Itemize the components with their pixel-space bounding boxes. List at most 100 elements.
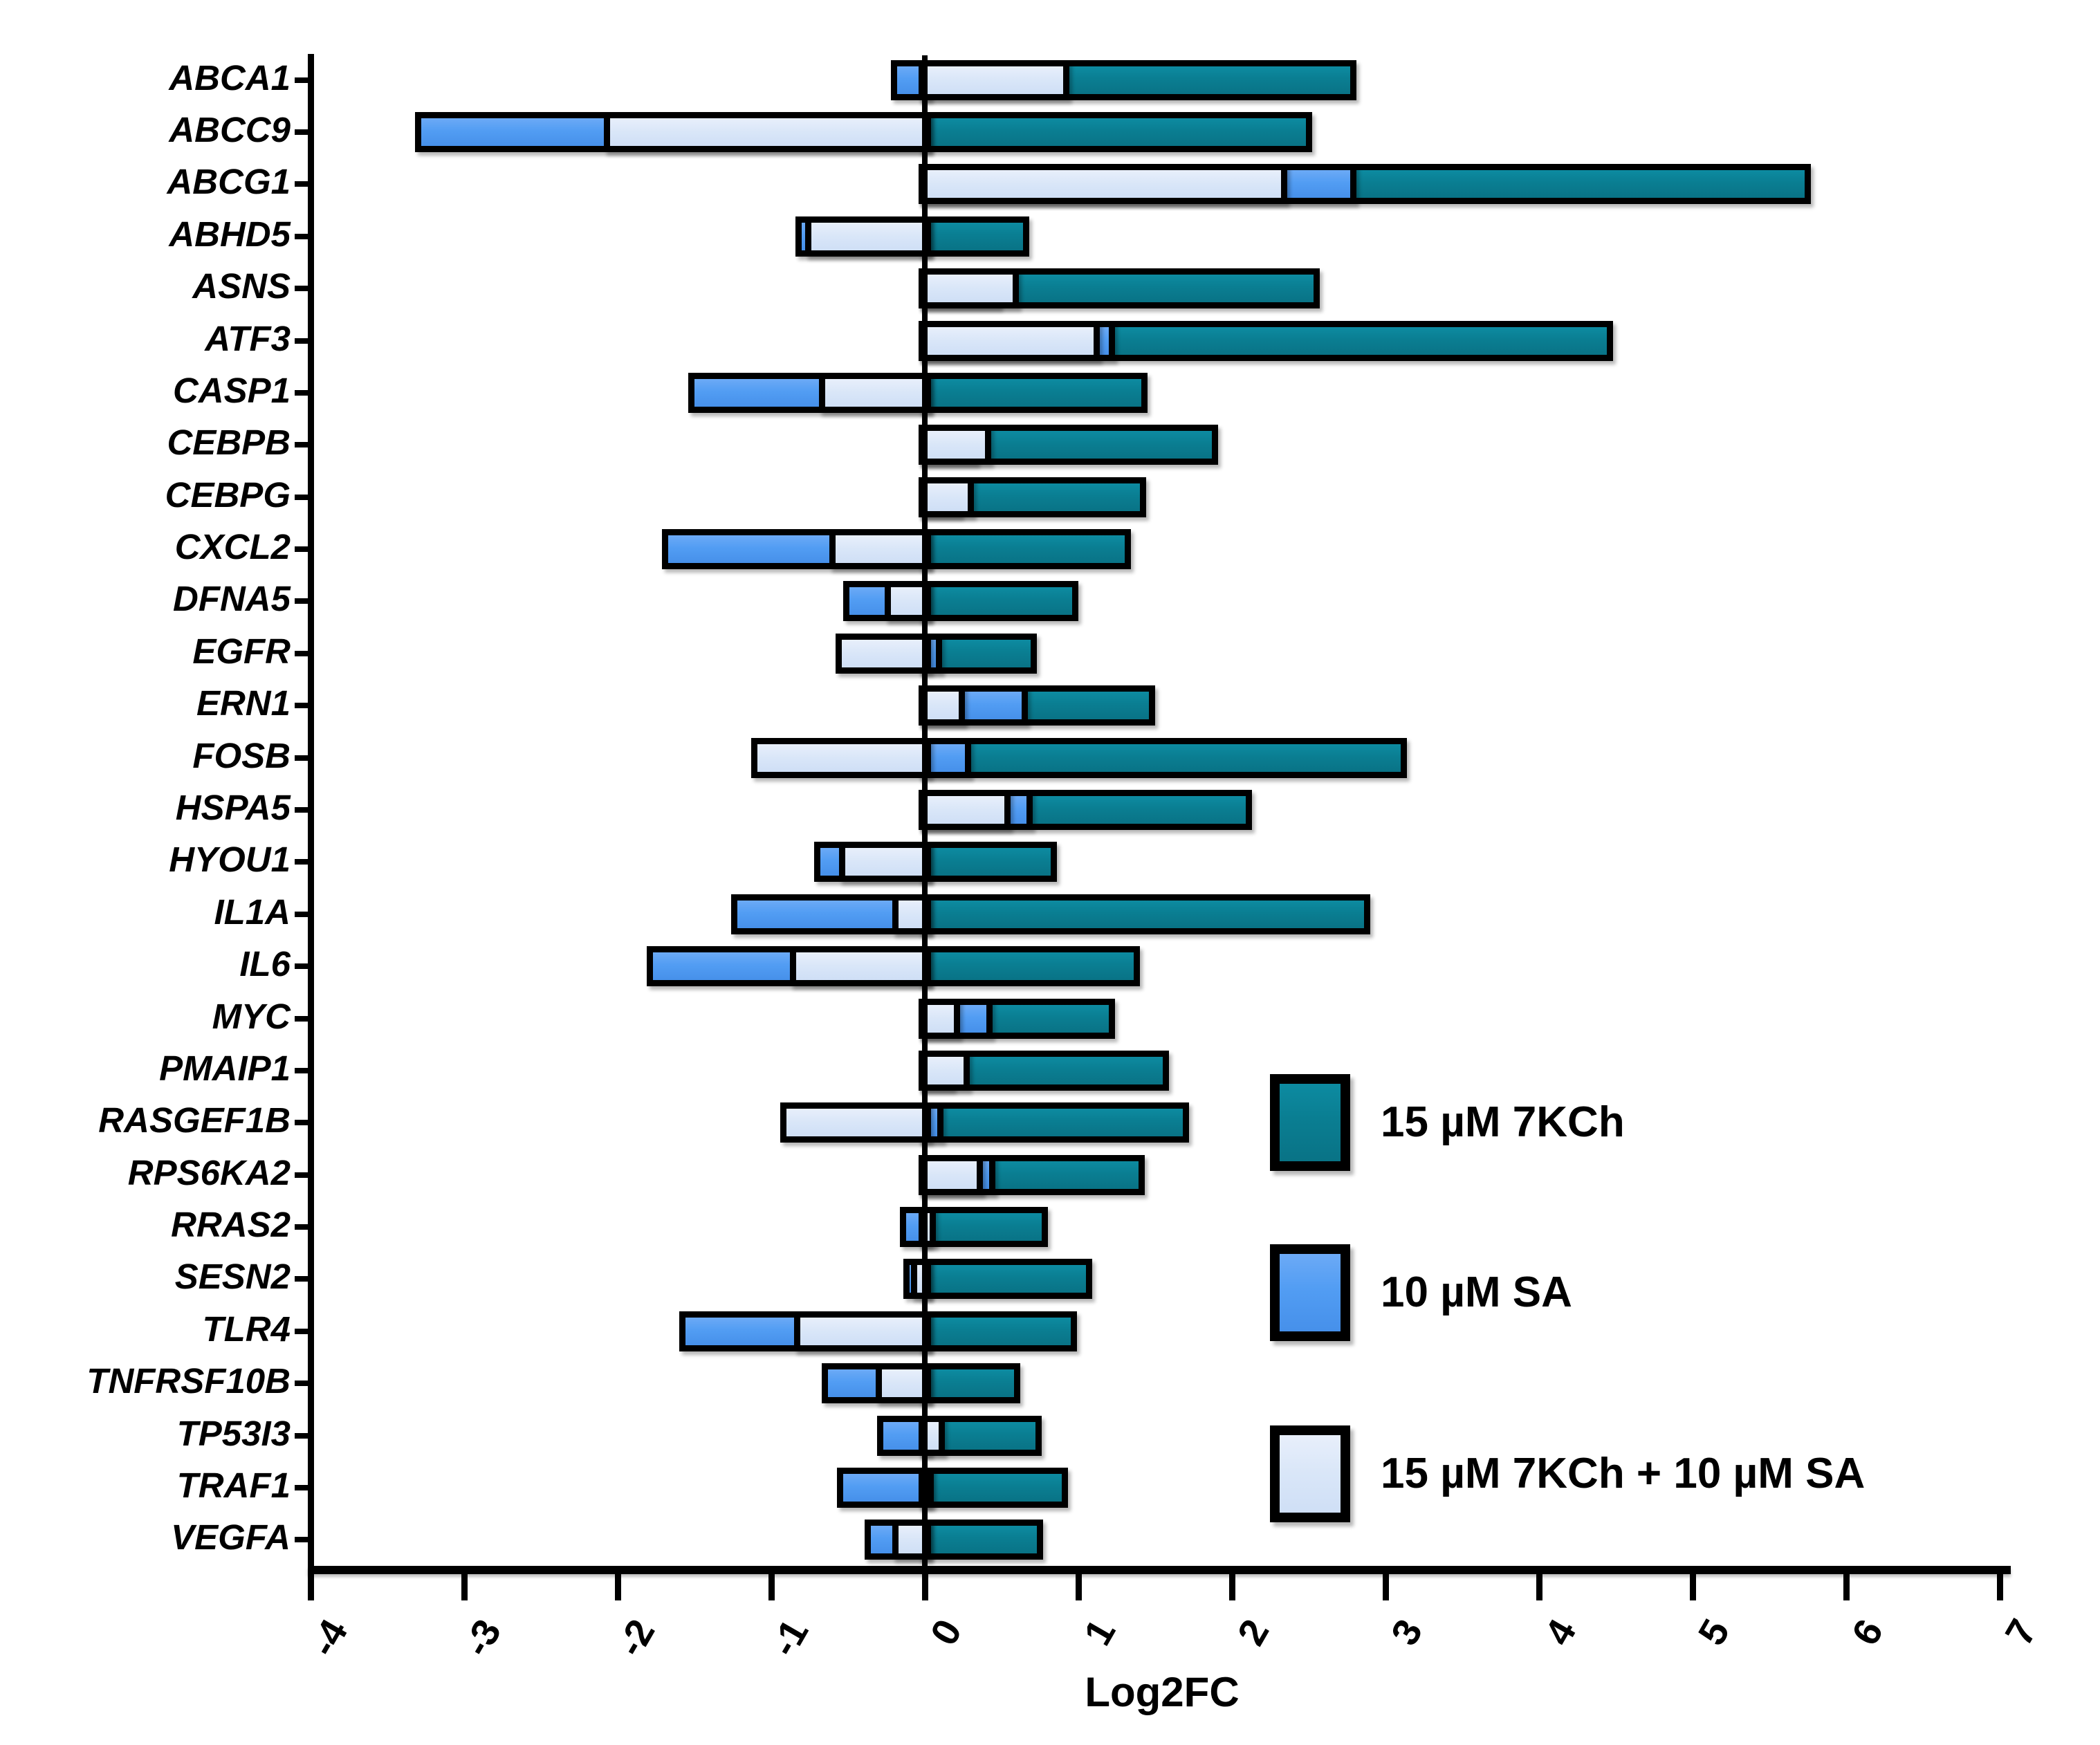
gene-label-asns: ASNS [192, 266, 291, 306]
bar-abca1-series2 [919, 59, 1069, 100]
y-axis-tick [295, 859, 311, 865]
gene-label-dfna5: DFNA5 [172, 579, 291, 619]
x-axis-title: Log2FC [1085, 1669, 1240, 1715]
gene-label-ern1: ERN1 [196, 683, 291, 723]
legend-item-1: 10 µM SA [1270, 1242, 1572, 1342]
gene-label-tp53i3: TP53I3 [176, 1413, 291, 1453]
x-tick-label--4: -4 [300, 1612, 356, 1664]
gene-label-il6: IL6 [239, 944, 291, 984]
gene-label-il1a: IL1A [214, 892, 291, 932]
x-axis-tick [1843, 1570, 1850, 1600]
x-tick-label-5: 5 [1689, 1612, 1738, 1652]
bar-hyou1-series0 [919, 842, 1058, 883]
x-axis-tick [1383, 1570, 1389, 1600]
y-axis-tick [295, 1537, 311, 1543]
bar-tlr4-series2 [794, 1311, 931, 1351]
y-axis-tick [295, 1484, 311, 1490]
bar-cxcl2-series2 [829, 529, 931, 570]
bar-rras2-series0 [919, 1207, 1048, 1248]
gene-label-pmaip1: PMAIP1 [159, 1048, 291, 1088]
x-axis-tick [1536, 1570, 1542, 1600]
y-axis-tick [295, 650, 311, 656]
x-axis-tick [1229, 1570, 1235, 1600]
gene-label-atf3: ATF3 [205, 318, 291, 358]
legend-swatch-icon [1270, 1073, 1350, 1171]
bar-cxcl2-series0 [919, 529, 1131, 570]
bar-tnfrsf10b-series0 [919, 1363, 1020, 1404]
bar-traf1-series0 [919, 1467, 1068, 1508]
bar-cebpb-series2 [919, 425, 991, 465]
gene-label-abcc9: ABCC9 [169, 110, 291, 150]
legend-label: 15 µM 7KCh [1381, 1098, 1625, 1146]
y-axis-tick [295, 703, 311, 709]
y-axis-tick [295, 1172, 311, 1178]
x-tick-label-7: 7 [1996, 1612, 2045, 1652]
bar-vegfa-series0 [919, 1520, 1044, 1560]
y-axis-tick [295, 442, 311, 448]
y-axis-tick [295, 1381, 311, 1387]
y-axis-tick [295, 1224, 311, 1230]
x-axis-tick [1076, 1570, 1082, 1600]
gene-label-traf1: TRAF1 [176, 1465, 291, 1505]
bar-il6-series2 [789, 946, 931, 987]
bar-abhd5-series2 [804, 216, 931, 257]
gene-label-cebpg: CEBPG [165, 474, 291, 515]
y-axis-tick [295, 755, 311, 761]
y-axis-tick [295, 963, 311, 970]
y-axis-tick [295, 598, 311, 604]
x-axis-line [308, 1566, 2011, 1574]
bar-abcg1-series2 [919, 164, 1288, 205]
x-axis-tick [461, 1570, 468, 1600]
legend-label: 10 µM SA [1381, 1268, 1572, 1316]
legend-swatch-icon [1270, 1244, 1350, 1341]
gene-label-casp1: CASP1 [172, 370, 291, 410]
gene-label-hyou1: HYOU1 [169, 840, 291, 880]
x-axis-tick [922, 1570, 928, 1600]
bar-abhd5-series0 [919, 216, 1030, 257]
x-tick-label--1: -1 [761, 1612, 817, 1664]
y-axis-tick [295, 389, 311, 396]
y-axis-tick [295, 129, 311, 136]
bar-abcc9-series2 [603, 112, 931, 153]
x-tick-label-6: 6 [1843, 1612, 1892, 1652]
x-axis-tick [1997, 1570, 2003, 1600]
y-axis-tick [295, 1067, 311, 1073]
y-axis-tick [295, 233, 311, 239]
bar-tlr4-series0 [919, 1311, 1077, 1351]
x-tick-label--2: -2 [607, 1612, 663, 1664]
bar-casp1-series0 [919, 372, 1148, 413]
x-tick-label-4: 4 [1536, 1612, 1585, 1652]
bar-casp1-series2 [818, 372, 931, 413]
zero-reference-line [922, 55, 928, 1570]
gene-label-myc: MYC [212, 996, 291, 1036]
bar-rasgef1b-series0 [919, 1102, 1189, 1143]
y-axis-tick [295, 338, 311, 344]
legend-swatch-icon [1270, 1425, 1350, 1522]
gene-label-sesn2: SESN2 [174, 1257, 291, 1297]
x-axis-tick [615, 1570, 621, 1600]
bar-hspa5-series2 [919, 790, 1011, 830]
x-tick-label-1: 1 [1075, 1612, 1124, 1652]
bar-il6-series0 [919, 946, 1140, 987]
y-axis-tick [295, 1015, 311, 1022]
bar-fosb-series2 [751, 737, 931, 778]
gene-label-cxcl2: CXCL2 [174, 527, 291, 567]
gene-label-rasgef1b: RASGEF1B [98, 1100, 291, 1141]
gene-label-abca1: ABCA1 [169, 57, 291, 98]
bar-egfr-series2 [836, 633, 931, 674]
bar-tnfrsf10b-series2 [875, 1363, 931, 1404]
legend-label: 15 µM 7KCh + 10 µM SA [1381, 1450, 1866, 1497]
y-axis-tick [295, 911, 311, 917]
y-axis-line [308, 54, 314, 1573]
gene-label-vegfa: VEGFA [171, 1517, 291, 1558]
bar-fosb-series0 [919, 737, 1408, 778]
y-axis-tick [295, 1432, 311, 1439]
bar-sesn2-series2 [910, 1259, 931, 1300]
gene-label-tlr4: TLR4 [202, 1309, 291, 1349]
gene-label-fosb: FOSB [192, 735, 291, 775]
bar-il1a-series0 [919, 894, 1370, 934]
gene-label-tnfrsf10b: TNFRSF10B [86, 1361, 291, 1401]
gene-label-rps6ka2: RPS6KA2 [127, 1152, 291, 1192]
legend-item-2: 15 µM 7KCh + 10 µM SA [1270, 1423, 1865, 1524]
